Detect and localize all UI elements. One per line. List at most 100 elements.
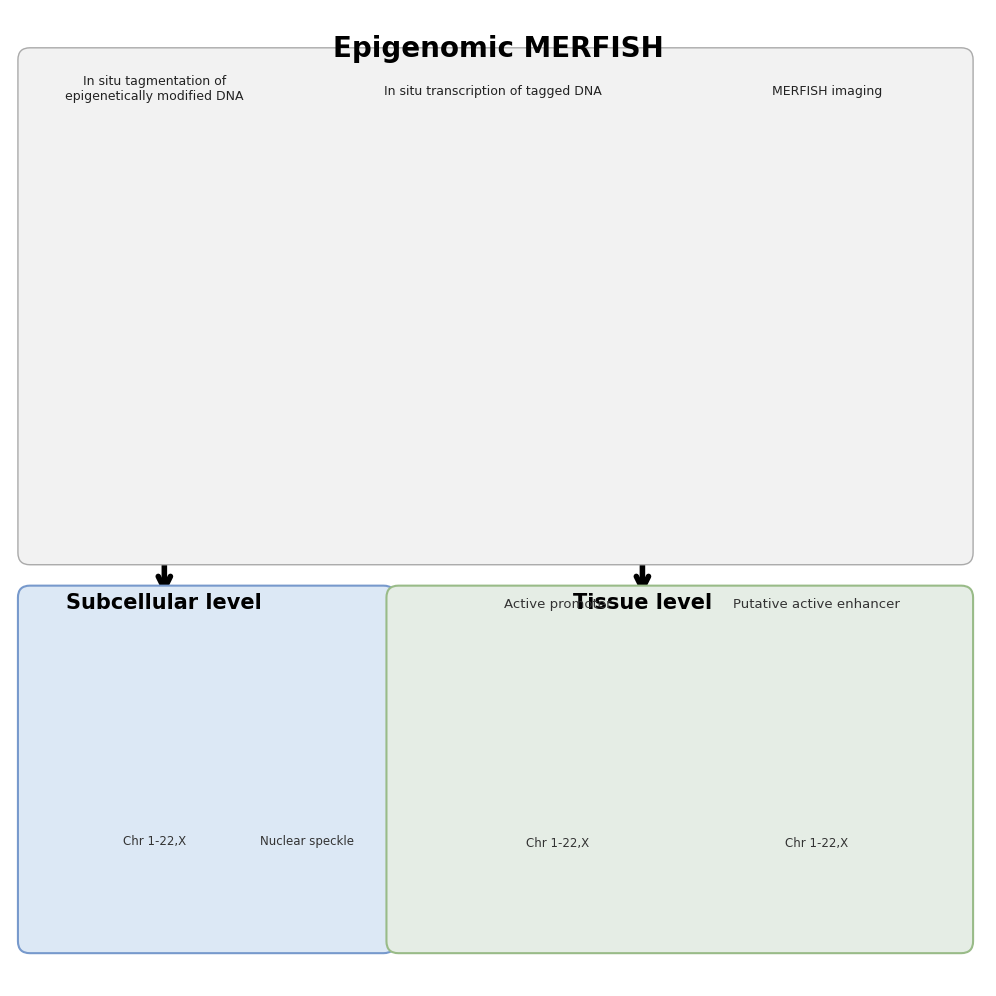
Ellipse shape <box>606 720 629 734</box>
Bar <box>86 907 95 923</box>
Ellipse shape <box>466 700 480 725</box>
Text: Epigenomic MERFISH: Epigenomic MERFISH <box>333 35 663 63</box>
Bar <box>827 907 838 923</box>
Ellipse shape <box>592 729 605 755</box>
Text: MERFISH imaging: MERFISH imaging <box>772 85 881 98</box>
Text: H3K27ac: H3K27ac <box>70 634 129 647</box>
Text: Chr 1-22,X: Chr 1-22,X <box>526 837 590 850</box>
Bar <box>588 907 600 923</box>
Ellipse shape <box>178 672 204 682</box>
Text: 200 μm: 200 μm <box>881 646 921 656</box>
Ellipse shape <box>257 743 268 758</box>
Ellipse shape <box>257 752 267 764</box>
Bar <box>751 907 762 923</box>
Bar <box>58 907 67 923</box>
Bar <box>871 907 881 923</box>
Ellipse shape <box>136 708 148 718</box>
Ellipse shape <box>276 709 301 717</box>
Text: Chr 1-22,X: Chr 1-22,X <box>785 837 849 850</box>
Circle shape <box>129 255 173 303</box>
Bar <box>225 907 234 923</box>
Ellipse shape <box>546 693 569 707</box>
Ellipse shape <box>108 756 122 766</box>
Ellipse shape <box>280 731 299 740</box>
Bar <box>150 907 160 923</box>
Polygon shape <box>321 269 385 324</box>
Ellipse shape <box>175 754 190 765</box>
Bar <box>197 907 206 923</box>
Ellipse shape <box>557 750 581 765</box>
Ellipse shape <box>499 710 514 733</box>
Text: 5 μm: 5 μm <box>847 414 873 424</box>
Ellipse shape <box>553 699 563 725</box>
Circle shape <box>81 263 97 280</box>
Bar <box>187 907 197 923</box>
Ellipse shape <box>502 730 530 749</box>
Bar <box>77 907 86 923</box>
Ellipse shape <box>531 679 553 693</box>
Circle shape <box>185 255 229 303</box>
Ellipse shape <box>193 697 209 708</box>
Ellipse shape <box>522 692 545 706</box>
Circle shape <box>208 319 239 352</box>
Bar <box>816 907 827 923</box>
Ellipse shape <box>523 695 544 708</box>
Ellipse shape <box>209 694 232 708</box>
Ellipse shape <box>191 764 204 772</box>
Bar <box>206 907 215 923</box>
Bar <box>123 907 132 923</box>
Bar <box>637 907 650 923</box>
Bar <box>215 907 225 923</box>
Ellipse shape <box>523 746 546 764</box>
Text: In situ transcription of tagged DNA: In situ transcription of tagged DNA <box>384 85 602 98</box>
Bar <box>550 907 563 923</box>
Text: Active promoter: Active promoter <box>504 598 612 611</box>
Ellipse shape <box>548 766 568 783</box>
Bar <box>105 907 114 923</box>
Ellipse shape <box>528 727 560 746</box>
Ellipse shape <box>150 673 177 682</box>
Ellipse shape <box>201 192 274 246</box>
Ellipse shape <box>184 669 208 678</box>
Circle shape <box>136 263 152 280</box>
Ellipse shape <box>282 739 302 752</box>
Ellipse shape <box>58 204 84 218</box>
Ellipse shape <box>544 752 569 771</box>
Bar <box>413 907 426 923</box>
Bar <box>849 907 860 923</box>
Text: Antibody: Antibody <box>229 516 282 529</box>
Circle shape <box>196 306 274 389</box>
Ellipse shape <box>535 739 567 748</box>
Ellipse shape <box>564 706 595 715</box>
Text: Protein A-Tn5: Protein A-Tn5 <box>74 533 152 546</box>
Ellipse shape <box>148 192 221 246</box>
Text: Tn5 Loader:: Tn5 Loader: <box>179 533 250 546</box>
Ellipse shape <box>234 666 251 676</box>
Ellipse shape <box>506 733 527 749</box>
Ellipse shape <box>46 192 118 246</box>
Ellipse shape <box>562 701 582 718</box>
Bar <box>881 907 891 923</box>
Ellipse shape <box>484 735 512 756</box>
Ellipse shape <box>550 706 568 719</box>
Bar <box>450 907 463 923</box>
Bar <box>513 907 526 923</box>
Circle shape <box>113 312 190 395</box>
Ellipse shape <box>96 192 168 246</box>
Circle shape <box>124 325 155 358</box>
Ellipse shape <box>484 709 504 722</box>
Bar <box>902 907 913 923</box>
Bar <box>141 907 150 923</box>
Ellipse shape <box>154 700 163 710</box>
Ellipse shape <box>542 723 574 740</box>
Text: 1 mm: 1 mm <box>606 820 638 830</box>
Bar <box>935 907 946 923</box>
Bar <box>234 907 243 923</box>
Text: In situ tagmentation of
epigenetically modified DNA: In situ tagmentation of epigenetically m… <box>65 75 244 103</box>
Ellipse shape <box>609 727 639 747</box>
Text: Subcellular level: Subcellular level <box>67 593 262 613</box>
Ellipse shape <box>517 699 532 713</box>
Ellipse shape <box>530 739 554 761</box>
Bar <box>613 907 625 923</box>
Polygon shape <box>692 269 757 324</box>
